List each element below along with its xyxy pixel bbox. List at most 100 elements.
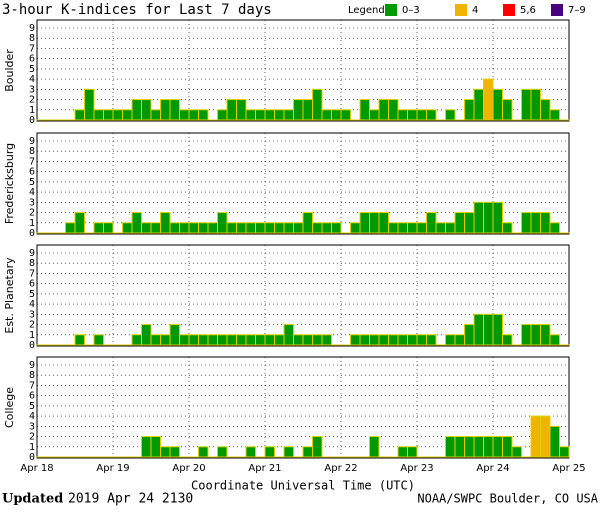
bar <box>256 110 266 120</box>
bar <box>493 314 503 345</box>
x-tick-label: Apr 20 <box>172 463 205 474</box>
y-tick-label: 6 <box>29 54 35 65</box>
y-tick-label: 9 <box>29 136 35 147</box>
bar <box>256 223 266 233</box>
y-tick-label: 7 <box>29 43 35 54</box>
bar <box>427 110 437 120</box>
bar <box>284 325 294 345</box>
bar <box>265 223 275 233</box>
bar <box>455 213 465 233</box>
bar <box>85 89 95 120</box>
bar <box>389 335 399 345</box>
x-tick-label: Apr 25 <box>552 463 585 474</box>
y-tick-label: 0 <box>29 228 35 239</box>
bar <box>541 213 551 233</box>
bar <box>370 213 380 233</box>
bar <box>522 213 532 233</box>
bar <box>379 213 389 233</box>
bar <box>199 110 209 120</box>
y-tick-label: 4 <box>29 187 35 198</box>
bar <box>550 110 560 120</box>
y-tick-label: 1 <box>29 218 35 229</box>
y-tick-label: 0 <box>29 115 35 126</box>
bar <box>170 325 180 345</box>
bar <box>332 223 342 233</box>
legend-label: 0–3 <box>402 5 420 16</box>
y-tick-label: 6 <box>29 279 35 290</box>
bar <box>104 223 114 233</box>
x-tick-label: Apr 23 <box>400 463 433 474</box>
y-tick-label: 2 <box>29 208 35 219</box>
bar <box>161 335 171 345</box>
bar <box>550 335 560 345</box>
bar <box>151 335 161 345</box>
legend-label: 4 <box>472 5 478 16</box>
bar <box>474 89 484 120</box>
bar <box>427 335 437 345</box>
bar <box>180 223 190 233</box>
x-tick-label: Apr 21 <box>248 463 281 474</box>
bar <box>199 223 209 233</box>
bar <box>313 335 323 345</box>
bar <box>208 223 218 233</box>
footer-timestamp: 2019 Apr 24 2130 <box>68 492 193 507</box>
bar <box>493 437 503 457</box>
bar <box>227 223 237 233</box>
bar <box>541 100 551 120</box>
bar <box>360 335 370 345</box>
bar <box>522 325 532 345</box>
y-tick-label: 3 <box>29 84 35 95</box>
chart-title: 3-hour K-indices for Last 7 days <box>2 2 272 18</box>
y-tick-label: 1 <box>29 442 35 453</box>
y-tick-label: 6 <box>29 167 35 178</box>
bar <box>408 110 418 120</box>
bar <box>161 100 171 120</box>
y-tick-label: 4 <box>29 299 35 310</box>
bar <box>446 223 456 233</box>
bar <box>550 426 560 457</box>
bar <box>218 447 228 457</box>
bar <box>303 100 313 120</box>
bar <box>142 325 152 345</box>
bar <box>560 447 570 457</box>
bar <box>75 335 85 345</box>
bar <box>246 223 256 233</box>
footer-source: NOAA/SWPC Boulder, CO USA <box>417 492 598 506</box>
y-tick-label: 8 <box>29 33 35 44</box>
y-tick-label: 4 <box>29 411 35 422</box>
bar <box>170 223 180 233</box>
y-tick-label: 5 <box>29 64 35 75</box>
y-tick-label: 9 <box>29 360 35 371</box>
bar <box>484 314 494 345</box>
bar <box>465 100 475 120</box>
bar <box>474 202 484 233</box>
bar <box>180 110 190 120</box>
bar <box>332 110 342 120</box>
bar <box>503 100 513 120</box>
y-tick-label: 1 <box>29 105 35 116</box>
bar <box>303 447 313 457</box>
bar <box>265 110 275 120</box>
footer-updated: Updated <box>2 492 63 507</box>
bar <box>294 100 304 120</box>
y-tick-label: 1 <box>29 330 35 341</box>
y-tick-label: 5 <box>29 401 35 412</box>
bar <box>503 437 513 457</box>
y-tick-label: 6 <box>29 391 35 402</box>
bar <box>75 213 85 233</box>
y-tick-label: 8 <box>29 146 35 157</box>
y-tick-label: 7 <box>29 380 35 391</box>
y-tick-label: 2 <box>29 432 35 443</box>
bar <box>322 223 332 233</box>
bar <box>370 437 380 457</box>
bar <box>341 110 351 120</box>
bar <box>503 223 513 233</box>
bar <box>284 447 294 457</box>
bar <box>322 335 332 345</box>
bar <box>484 202 494 233</box>
bar <box>151 223 161 233</box>
y-tick-label: 3 <box>29 421 35 432</box>
bar <box>389 100 399 120</box>
bar <box>313 437 323 457</box>
bar <box>132 213 142 233</box>
